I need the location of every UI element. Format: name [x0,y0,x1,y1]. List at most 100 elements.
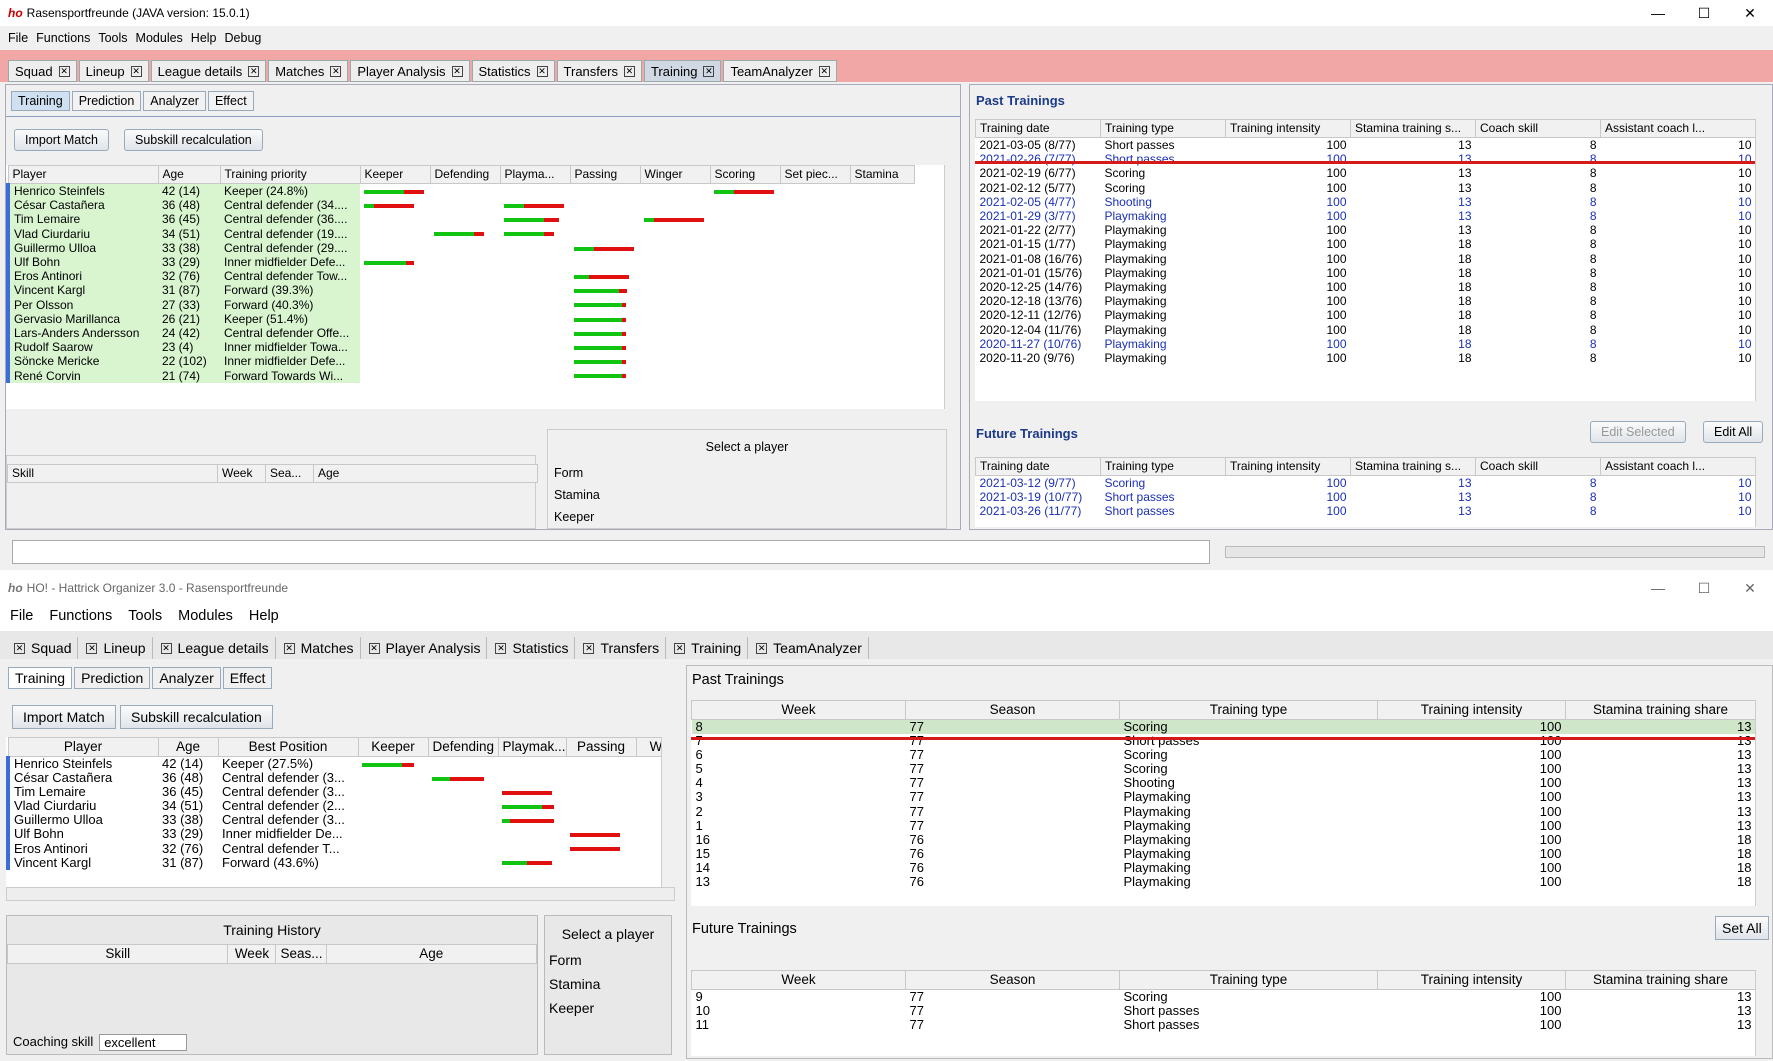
subtab-analyzer[interactable]: Analyzer [152,667,221,689]
table-row[interactable]: 2021-02-19 (6/77) Scoring 100 13 8 10 [976,166,1756,180]
subtab-analyzer[interactable]: Analyzer [143,91,206,111]
tab-teamanalyzer[interactable]: ✕ TeamAnalyzer [750,637,869,659]
table-row[interactable]: Henrico Steinfels 42 (14) Keeper (27.5%) [6,756,661,772]
col-set-piec[interactable]: Set piec... [779,165,851,184]
col-week[interactable]: Week [691,970,906,990]
col-assistant-coach-l[interactable]: Assistant coach l... [1600,457,1755,476]
table-row[interactable]: Söncke Mericke 22 (102) Inner midfielder D… [6,354,914,369]
table-row[interactable]: 13 76 Playmaking 100 18 [692,875,1756,889]
col-training-date[interactable]: Training date [975,457,1101,476]
menu-file[interactable]: File [8,31,29,45]
menu-modules[interactable]: Modules [135,31,183,45]
tab-training[interactable]: ✕ Training [668,637,749,659]
col-training-date[interactable]: Training date [975,119,1101,138]
table-row[interactable]: 11 77 Short passes 100 13 [692,1018,1756,1032]
table-row[interactable]: Ulf Bohn 33 (29) Inner midfielder De... [6,827,661,842]
close-tab-icon[interactable]: ✕ [86,642,98,654]
col-seas[interactable]: Seas... [275,944,327,964]
col-playma[interactable]: Playma... [499,165,571,184]
table-row[interactable]: 2021-03-19 (10/77) Short passes 100 13 8 10 [976,490,1756,504]
col-passing[interactable]: Passing [569,165,641,184]
close-tab-icon[interactable]: ✕ [248,65,260,77]
table-row[interactable]: 2021-02-26 (7/77) Short passes 100 13 8 10 [976,152,1756,166]
past-scrollbar[interactable] [1755,119,1769,401]
col-season[interactable]: Season [905,970,1120,990]
bottom-past-scrollbar[interactable] [1755,700,1769,906]
col-stamina-training-share[interactable]: Stamina training share [1565,700,1755,720]
col-player[interactable]: Player [7,165,159,184]
col-defending[interactable]: Defending [427,737,499,757]
table-row[interactable]: Guillermo Ulloa 33 (38) Central defender (… [6,240,914,256]
table-row[interactable]: 2021-01-08 (16/76) Playmaking 100 18 8 10 [976,252,1756,266]
table-row[interactable]: Vincent Kargl 31 (87) Forward (43.6%) [6,855,661,870]
table-row[interactable]: Gervasio Marillanca 26 (21) Keeper (51.4%) [6,311,914,327]
col-age[interactable]: Age [313,464,538,483]
col-training-intensity[interactable]: Training intensity [1377,970,1566,990]
tab-statistics[interactable]: ✕ Statistics [489,637,576,659]
table-row[interactable]: Tim Lemaire 36 (45) Central defender (3... [6,785,661,800]
menu-tools[interactable]: Tools [98,31,128,45]
col-winger[interactable]: Winger [639,165,711,184]
col-stamina[interactable]: Stamina [849,165,915,184]
tab-squad[interactable]: Squad ✕ [8,60,77,82]
col-training-priority[interactable]: Training priority [219,165,361,184]
edit-all-button[interactable]: Edit All [1703,421,1764,443]
table-row[interactable]: 2020-11-20 (9/76) Playmaking 100 18 8 10 [976,351,1756,365]
tab-matches[interactable]: Matches ✕ [268,60,349,82]
tab-lineup[interactable]: ✕ Lineup [80,637,153,659]
menu-help[interactable]: Help [248,608,279,624]
tab-squad[interactable]: ✕ Squad [8,637,79,659]
table-row[interactable]: 2021-03-05 (8/77) Short passes 100 13 8 10 [976,138,1756,153]
col-training-intensity[interactable]: Training intensity [1225,457,1351,476]
table-row[interactable]: Eros Antinori 32 (76) Central defender Tow… [6,269,914,284]
close-tab-icon[interactable]: ✕ [674,642,686,654]
table-row[interactable]: 14 76 Playmaking 100 18 [692,861,1756,875]
subtab-training[interactable]: Training [11,91,70,111]
table-row[interactable]: 16 76 Playmaking 100 18 [692,833,1756,847]
table-row[interactable]: César Castañera 36 (48) Central defender (… [6,771,661,786]
col-playmak[interactable]: Playmak... [497,737,567,757]
minimize-icon[interactable]: — [1651,4,1665,21]
col-training-type[interactable]: Training type [1100,119,1226,138]
col-assistant-coach-l[interactable]: Assistant coach l... [1600,119,1755,138]
col-age[interactable]: Age [157,737,219,757]
close-tab-icon[interactable]: ✕ [756,642,768,654]
table-row[interactable]: 2020-12-04 (11/76) Playmaking 100 18 8 10 [976,323,1756,337]
close-tab-icon[interactable]: ✕ [623,65,635,77]
menu-help[interactable]: Help [190,31,217,45]
col-week[interactable]: Week [227,944,277,964]
col-sea[interactable]: Sea... [265,464,314,483]
minimize-icon[interactable]: — [1651,579,1665,596]
table-row[interactable]: 2020-11-27 (10/76) Playmaking 100 18 8 10 [976,337,1756,351]
table-row[interactable]: 5 77 Scoring 100 13 [692,762,1756,776]
col-stamina-training-s[interactable]: Stamina training s... [1350,457,1476,476]
col-training-type[interactable]: Training type [1119,700,1378,720]
close-tab-icon[interactable]: ✕ [818,65,830,77]
table-row[interactable]: Vlad Ciurdariu 34 (51) Central defender (1… [6,226,914,241]
table-row[interactable]: 2021-01-15 (1/77) Playmaking 100 18 8 10 [976,237,1756,251]
table-row[interactable]: Lars-Anders Andersson 24 (42) Central defe… [6,326,914,341]
col-training-type[interactable]: Training type [1100,457,1226,476]
close-tab-icon[interactable]: ✕ [160,642,172,654]
table-row[interactable]: 10 77 Short passes 100 13 [692,1004,1756,1018]
col-w[interactable]: W [635,737,661,757]
table-row[interactable]: Rudolf Saarow 23 (4) Inner midfielder Towa… [6,340,914,355]
top-player-scrollbar[interactable] [944,165,960,409]
col-age[interactable]: Age [325,944,538,964]
table-row[interactable]: 4 77 Shooting 100 13 [692,776,1756,790]
col-best-position[interactable]: Best Position [217,737,359,757]
tab-teamanalyzer[interactable]: TeamAnalyzer ✕ [723,60,837,82]
subtab-prediction[interactable]: Prediction [71,91,142,111]
table-row[interactable]: 6 77 Scoring 100 13 [692,748,1756,762]
tab-matches[interactable]: ✕ Matches [278,637,361,659]
col-week[interactable]: Week [691,700,906,720]
table-row[interactable]: Ulf Bohn 33 (29) Inner midfielder Defe... [6,255,914,270]
col-training-intensity[interactable]: Training intensity [1225,119,1351,138]
table-row[interactable]: 2021-01-22 (2/77) Playmaking 100 13 8 10 [976,223,1756,237]
table-row[interactable]: 2020-12-11 (12/76) Playmaking 100 18 8 10 [976,308,1756,322]
menu-functions[interactable]: Functions [49,608,113,624]
table-row[interactable]: 2021-03-12 (9/77) Scoring 100 13 8 10 [976,476,1756,491]
subtab-prediction[interactable]: Prediction [74,667,151,689]
subtab-effect[interactable]: Effect [222,667,273,689]
table-row[interactable]: Vlad Ciurdariu 34 (51) Central defender (2… [6,799,661,814]
